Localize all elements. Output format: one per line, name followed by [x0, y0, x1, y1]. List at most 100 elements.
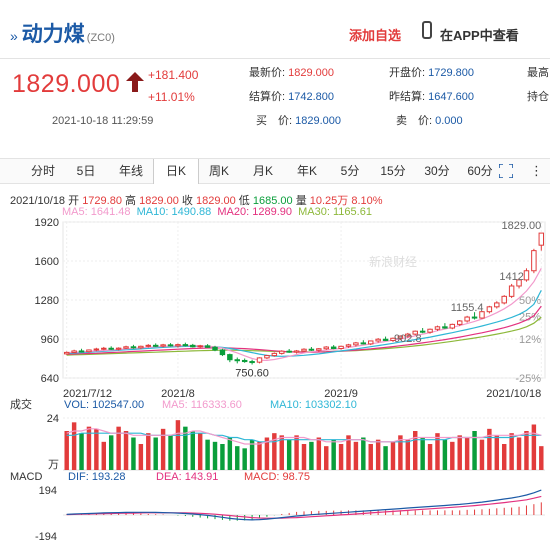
candle-body: [301, 348, 307, 352]
macd-legend-2: MACD: 98.75: [244, 471, 310, 483]
candle-body: [212, 346, 218, 351]
x-tick-label: 2021/10/18: [486, 388, 541, 400]
candle-body: [71, 350, 77, 353]
candle-body: [486, 306, 493, 313]
volume-bar: [383, 446, 388, 470]
volume-bar: [279, 435, 284, 470]
candle-body: [130, 346, 137, 349]
candle-body: [449, 323, 456, 329]
volume-bar: [368, 444, 373, 470]
candle-body: [405, 333, 411, 337]
field-open-interest: 持仓: [527, 91, 549, 103]
volume-bar: [235, 446, 240, 470]
tab-5min[interactable]: 5分: [340, 164, 360, 178]
tab-year-line[interactable]: 年线: [118, 164, 143, 178]
candle-body: [390, 337, 396, 341]
candle-body: [123, 346, 129, 349]
price-tick-label: 640: [41, 373, 59, 385]
view-in-app-button[interactable]: 在APP中查看: [440, 28, 519, 43]
volume-bar: [450, 441, 455, 470]
pct-tick-label: 50%: [519, 295, 541, 307]
candle-body: [271, 352, 278, 357]
volume-bar: [116, 426, 121, 470]
double-chevron-icon[interactable]: »: [10, 28, 18, 44]
price-tick-label: 1920: [35, 217, 59, 229]
candle-body: [353, 342, 359, 346]
candle-body: [286, 350, 292, 353]
pct-tick-label: 25%: [519, 312, 541, 324]
candle-body: [63, 351, 70, 355]
phone-icon: [422, 21, 432, 39]
candle-body: [264, 355, 270, 359]
tab-daily-k[interactable]: 日K: [153, 159, 199, 184]
candle-body: [279, 350, 285, 354]
candle-body: [538, 232, 545, 246]
tab-15min[interactable]: 15分: [380, 164, 406, 178]
volume-bar: [346, 435, 351, 470]
candle-body: [375, 338, 381, 342]
x-tick-label: 2021/8: [161, 388, 195, 400]
volume-bar: [71, 422, 77, 470]
price-change: +181.400: [148, 68, 199, 82]
more-icon[interactable]: ⋮: [530, 163, 543, 178]
volume-bar: [472, 431, 477, 470]
candle-body: [190, 344, 196, 348]
volume-bar: [264, 437, 270, 470]
price-tick-label: 1280: [35, 295, 59, 307]
volume-bar: [301, 444, 307, 470]
tab-30min[interactable]: 30分: [424, 164, 450, 178]
candle-body: [241, 359, 248, 363]
volume-tick-label: 24: [47, 413, 59, 425]
candle-body: [316, 348, 322, 351]
volume-bar: [212, 441, 218, 470]
volume-bar: [86, 426, 92, 470]
candle-body: [101, 347, 107, 350]
volume-bar: [413, 431, 418, 470]
volume-bar: [531, 424, 537, 470]
candle-body: [464, 316, 470, 322]
tab-monthly-k[interactable]: 月K: [252, 164, 273, 178]
field-bid: 买 价: 1829.000: [256, 115, 342, 127]
candle-body: [78, 350, 85, 353]
instrument-code: (ZC0): [86, 32, 115, 44]
header: » 动力煤 (ZC0) 添加自选 在APP中查看: [0, 0, 550, 58]
tab-yearly-k[interactable]: 年K: [296, 164, 317, 178]
x-tick-label: 2021/9: [324, 388, 358, 400]
price-annotation: 1412: [499, 271, 523, 283]
volume-bar: [501, 444, 507, 470]
field-settle: 结算价: 1742.800: [249, 91, 335, 103]
quote-panel: 1829.000 +181.400 +11.01% 2021-10-18 11:…: [0, 59, 550, 139]
fullscreen-icon[interactable]: [499, 164, 513, 178]
dif-line: [66, 489, 542, 521]
ma30-line: [66, 316, 542, 356]
add-watchlist-button[interactable]: 添加自选: [349, 28, 402, 43]
tab-5day[interactable]: 5日: [76, 164, 96, 178]
up-arrow-icon: [126, 72, 144, 92]
volume-bar: [427, 444, 433, 470]
volume-bar: [442, 439, 448, 470]
macd-tick-label: 194: [39, 485, 57, 497]
candle-body: [501, 295, 507, 304]
candle-body: [494, 302, 500, 308]
field-ask: 卖 价: 0.000: [396, 115, 463, 127]
tab-intraday[interactable]: 分时: [30, 164, 55, 178]
ma20-line: [66, 305, 542, 355]
volume-bar: [405, 439, 411, 470]
candle-body: [86, 349, 92, 353]
ma20-legend: MA20: 1289.90: [217, 206, 293, 218]
candle-body: [442, 326, 448, 329]
candle-body: [479, 311, 485, 319]
volume-bar: [64, 431, 69, 470]
candle-body: [204, 345, 211, 348]
title-wrap: » 动力煤 (ZC0): [10, 18, 115, 48]
volume-label: 成交: [10, 397, 32, 411]
volume-bar: [316, 437, 322, 470]
tab-weekly-k[interactable]: 周K: [208, 164, 229, 178]
candle-body: [219, 349, 226, 356]
candle-body: [516, 279, 522, 287]
candle-body: [427, 328, 433, 333]
volume-bar: [79, 433, 84, 470]
volume-bar: [101, 441, 107, 470]
volume-bar: [160, 428, 166, 470]
tab-60min[interactable]: 60分: [467, 164, 493, 178]
